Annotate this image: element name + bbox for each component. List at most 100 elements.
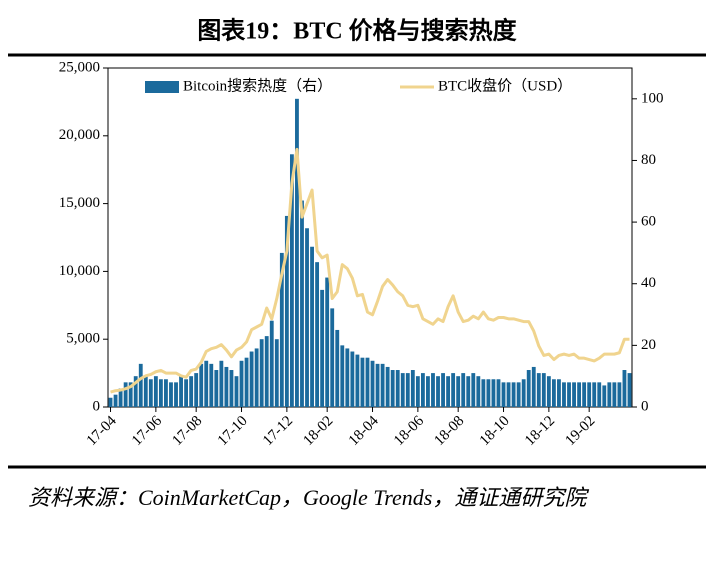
bar — [572, 382, 576, 407]
bar — [607, 382, 612, 407]
bar — [526, 370, 531, 407]
bar — [128, 382, 133, 407]
bar — [577, 382, 582, 407]
bar — [229, 370, 234, 407]
bar — [451, 373, 456, 407]
y2-tick-label: 100 — [641, 90, 664, 106]
bar — [456, 376, 461, 407]
bar — [546, 376, 551, 407]
bar — [148, 379, 153, 407]
bar — [531, 366, 536, 407]
y2-tick-label: 0 — [641, 398, 649, 414]
y-tick-label: 0 — [93, 398, 101, 414]
bar — [345, 348, 350, 407]
bar — [370, 360, 375, 407]
bar — [481, 379, 486, 407]
bar — [400, 373, 405, 407]
bar — [511, 382, 516, 407]
bar — [289, 154, 294, 407]
y-tick-label: 15,000 — [59, 195, 100, 211]
chart: 图表19：BTC 价格与搜索热度 0 5,000 10,000 15,000 20,00… — [8, 17, 706, 469]
bar — [426, 376, 430, 407]
bar — [320, 289, 325, 407]
legend-swatch — [145, 81, 179, 93]
x-tick-label: 18-08 — [431, 413, 467, 449]
bar — [436, 376, 440, 407]
bar — [557, 379, 561, 407]
bar — [113, 394, 118, 407]
bar — [461, 373, 466, 407]
bar — [108, 397, 113, 407]
bar — [234, 376, 239, 407]
y-tick-label: 25,000 — [59, 59, 100, 75]
bar — [209, 363, 214, 407]
bar — [123, 382, 128, 407]
bar — [415, 376, 420, 407]
x-tick-label: 18-06 — [391, 413, 427, 449]
bar — [184, 379, 189, 407]
bar — [264, 336, 269, 407]
line — [110, 147, 630, 394]
bar — [390, 370, 395, 407]
bar — [239, 360, 244, 407]
x-tick-label: 19-02 — [562, 413, 598, 449]
y-tick-label: 20,000 — [59, 127, 100, 143]
bar — [300, 200, 304, 407]
bar — [471, 373, 476, 407]
x-tick-label: 17-08 — [169, 413, 205, 449]
bar — [587, 382, 592, 407]
bar — [395, 370, 400, 407]
bar — [284, 215, 289, 407]
bar — [340, 345, 345, 407]
x-tick-label: 18-04 — [346, 413, 382, 449]
bar — [164, 379, 168, 407]
bar — [295, 98, 299, 408]
bar — [446, 376, 451, 407]
x-tick-label: 17-06 — [129, 413, 165, 449]
bar — [330, 308, 335, 407]
bar — [536, 373, 541, 407]
bar — [365, 357, 370, 407]
bar — [360, 357, 365, 407]
bar — [486, 379, 491, 407]
bar — [567, 382, 571, 407]
bar — [551, 379, 556, 407]
bar — [612, 382, 617, 407]
bar — [219, 360, 224, 407]
bar — [350, 351, 355, 407]
y2-tick-label: 60 — [641, 214, 656, 230]
bar — [380, 363, 385, 407]
bar — [254, 348, 259, 407]
y-tick-label: 10,000 — [59, 263, 100, 279]
bar — [158, 379, 163, 407]
bar — [118, 388, 123, 407]
bar — [138, 363, 143, 407]
x-tick-label: 17-12 — [260, 413, 296, 449]
bar — [491, 379, 496, 407]
bar — [274, 339, 279, 407]
bar — [269, 320, 274, 407]
bar — [385, 366, 390, 407]
bar — [496, 379, 501, 407]
x-tick-label: 18-12 — [522, 413, 558, 449]
legend-label: Bitcoin搜索热度（右） — [183, 77, 332, 94]
bar — [501, 382, 506, 407]
source: 资料来源：CoinMarketCap，Google Trends，通证通研究院 — [28, 485, 587, 510]
bar — [627, 373, 632, 407]
bar — [405, 373, 410, 407]
bar — [617, 382, 622, 407]
y-tick-label: 5,000 — [66, 331, 100, 347]
bar — [179, 376, 183, 407]
x-tick-label: 17-04 — [84, 413, 120, 449]
legend-label: BTC收盘价（USD） — [438, 76, 572, 94]
bar — [466, 376, 471, 407]
bar — [214, 370, 219, 407]
bar — [143, 376, 148, 407]
bar — [582, 382, 587, 407]
x-tick-label: 18-10 — [477, 413, 513, 449]
y2-tick-label: 80 — [641, 152, 656, 168]
bar — [355, 354, 360, 407]
chart-title: 图表19：BTC 价格与搜索热度 — [197, 17, 517, 45]
bar — [431, 373, 435, 407]
